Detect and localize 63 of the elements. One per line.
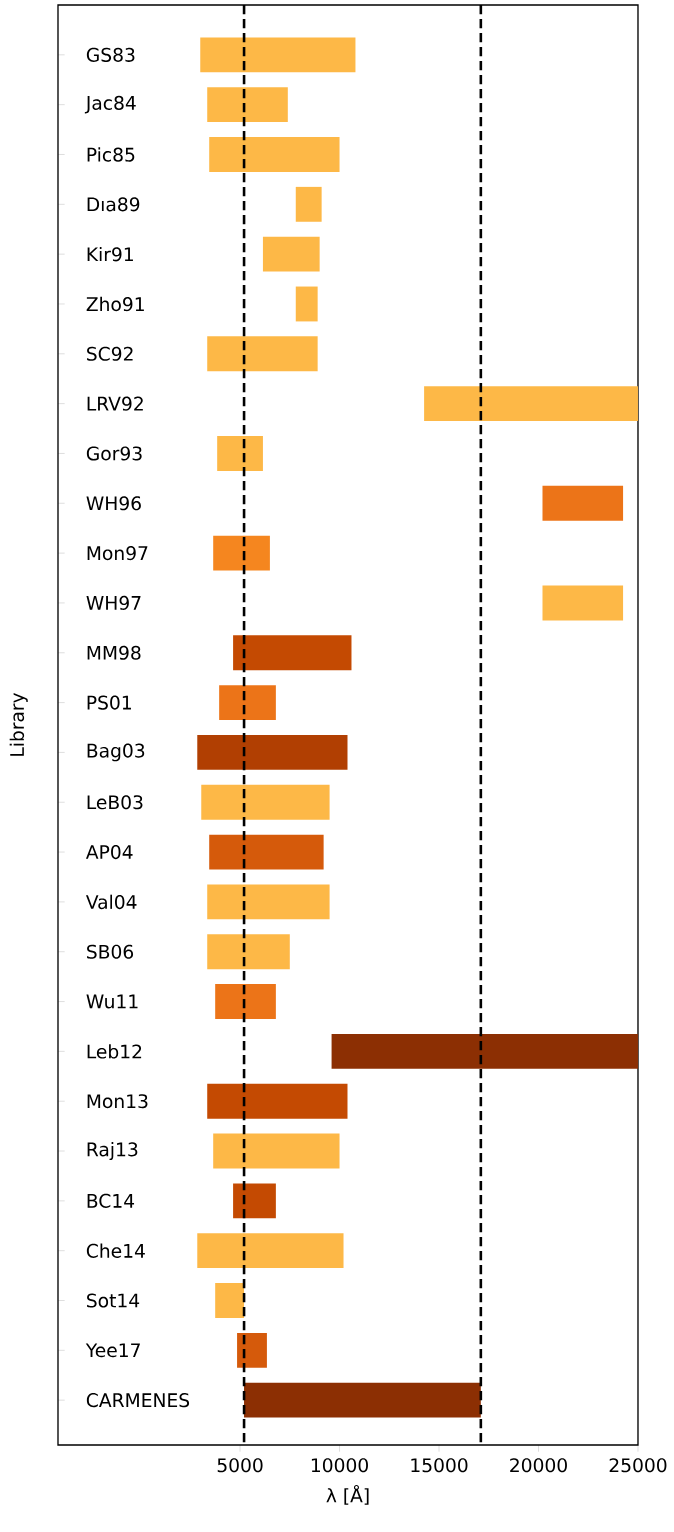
x-tick-label: 10000 (311, 1458, 368, 1473)
y-tick-label: WH96 (86, 496, 141, 511)
y-tick-label: CARMENES (86, 1393, 190, 1408)
bar (207, 934, 290, 970)
y-tick-label: Raj13 (87, 1142, 138, 1161)
y-tick-label: Val04 (85, 894, 137, 910)
bar (209, 137, 340, 172)
y-tick-label: Dıa89 (87, 197, 140, 212)
bar (295, 286, 318, 322)
y-tick-label: Gor93 (86, 446, 142, 461)
bar (219, 685, 276, 721)
bar (217, 436, 263, 471)
bar (215, 984, 276, 1019)
bar (424, 386, 638, 422)
y-tick-label: Bag03 (87, 743, 145, 762)
y-tick-label: LeB03 (87, 795, 143, 810)
y-tick-label: AP04 (85, 845, 133, 860)
bar (213, 535, 270, 571)
bar (207, 87, 288, 123)
y-tick-label: Kir91 (87, 246, 133, 262)
x-tick-label: 20000 (510, 1458, 567, 1473)
bar (244, 1382, 481, 1418)
bar (215, 1283, 245, 1318)
y-tick-label: Wu11 (86, 994, 138, 1009)
bar (201, 784, 330, 820)
bar (331, 1033, 638, 1069)
x-tick-label: 25000 (609, 1458, 667, 1473)
bar (295, 186, 322, 222)
y-tick-label: LRV92 (87, 396, 143, 411)
bar (207, 336, 318, 372)
bar (233, 635, 352, 671)
bar (209, 834, 324, 870)
y-tick-label: SC92 (87, 346, 133, 361)
y-tick-label: Pic85 (87, 147, 135, 162)
y-tick-label: Sot14 (87, 1293, 140, 1308)
bar (262, 236, 320, 272)
bar (542, 485, 624, 521)
y-tick-label: Zho91 (86, 296, 144, 312)
y-tick-label: GS83 (86, 47, 135, 62)
x-tick-label: 15000 (411, 1458, 468, 1473)
y-tick-label: PS01 (87, 695, 131, 710)
y-tick-label: Mon13 (87, 1094, 148, 1109)
y-axis-title: Library (9, 692, 28, 756)
y-tick-label: Jac84 (84, 95, 136, 114)
bar (233, 1183, 276, 1219)
bar (197, 1233, 344, 1269)
y-tick-label: Che14 (86, 1243, 145, 1258)
x-axis-title: λ [Å] (326, 1484, 369, 1505)
y-tick-label: Yee17 (85, 1343, 140, 1358)
bar (207, 1083, 348, 1119)
bar (200, 37, 356, 73)
y-tick-label: SB06 (87, 944, 134, 959)
bar (213, 1133, 340, 1169)
bar (237, 1332, 267, 1368)
y-tick-label: WH97 (86, 595, 141, 610)
y-tick-label: Mon97 (87, 546, 148, 561)
bar (197, 734, 348, 770)
x-tick-label: 5000 (217, 1458, 263, 1473)
bar (207, 884, 330, 920)
y-tick-label: Leb12 (87, 1044, 142, 1059)
y-tick-label: BC14 (87, 1193, 135, 1208)
bar (542, 585, 624, 621)
y-tick-label: MM98 (87, 645, 141, 660)
